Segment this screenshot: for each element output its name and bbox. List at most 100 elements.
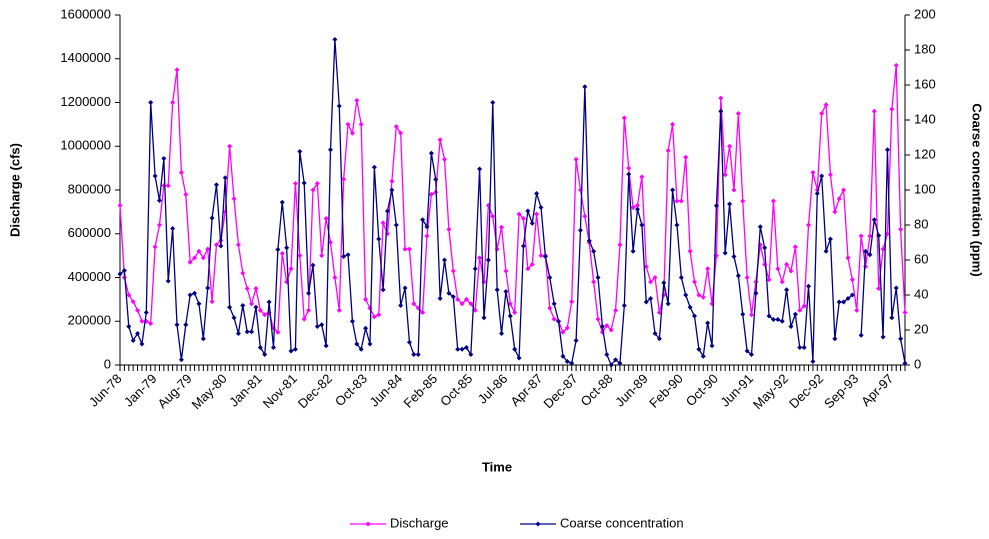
data-point <box>674 198 680 204</box>
data-point <box>477 255 483 261</box>
data-point <box>547 305 553 311</box>
data-point <box>468 301 474 307</box>
data-point <box>279 199 285 205</box>
data-point <box>639 174 645 180</box>
data-point <box>709 343 715 349</box>
data-point <box>117 202 123 208</box>
data-point <box>784 287 790 293</box>
data-point <box>402 246 408 252</box>
data-point <box>656 310 662 315</box>
data-point <box>735 110 741 116</box>
data-point <box>884 231 890 237</box>
data-point <box>775 266 781 272</box>
data-point <box>841 187 847 193</box>
data-point <box>617 242 623 248</box>
x-tick-label: Jun-89 <box>612 371 651 410</box>
data-point <box>187 292 193 298</box>
data-point <box>634 202 640 208</box>
data-point <box>678 198 684 204</box>
y-tick-label: 400000 <box>68 269 111 284</box>
data-point <box>871 108 877 114</box>
data-point <box>648 279 654 285</box>
data-point <box>507 313 513 319</box>
data-point <box>700 294 706 300</box>
x-tick-label: Jun-91 <box>717 371 756 410</box>
data-point <box>393 124 399 130</box>
data-point <box>893 62 899 68</box>
data-point <box>643 264 649 270</box>
legend-marker <box>365 521 371 527</box>
data-point <box>279 250 285 256</box>
data-point <box>823 248 829 254</box>
data-point <box>823 102 829 108</box>
data-point <box>244 285 250 291</box>
data-point <box>525 208 531 214</box>
data-point <box>306 290 312 296</box>
data-point <box>227 143 233 149</box>
data-point <box>832 336 838 342</box>
data-point <box>349 318 355 324</box>
data-point <box>178 357 184 363</box>
data-point <box>257 345 263 350</box>
data-point <box>139 341 145 347</box>
data-point <box>722 172 728 178</box>
legend-label: Discharge <box>390 515 449 530</box>
data-point <box>696 292 702 298</box>
data-point <box>665 301 671 307</box>
data-point <box>893 285 899 291</box>
data-point <box>854 307 860 313</box>
data-point <box>871 217 877 223</box>
data-point <box>363 296 369 302</box>
x-tick-label: May-92 <box>750 371 791 412</box>
data-point <box>722 250 728 256</box>
x-tick-label: Jan-79 <box>121 371 160 410</box>
data-point <box>183 322 189 328</box>
data-point <box>880 246 886 252</box>
data-point <box>411 352 417 357</box>
data-point <box>310 187 316 193</box>
x-tick-label: Dec-92 <box>786 371 826 411</box>
data-point <box>442 257 448 263</box>
data-point <box>670 187 676 193</box>
data-point <box>705 320 711 326</box>
data-point <box>380 220 386 226</box>
data-point <box>196 301 202 307</box>
data-point <box>551 301 557 307</box>
data-point <box>520 215 526 221</box>
data-point <box>827 236 833 242</box>
x-tick-label: Apr-87 <box>507 371 545 409</box>
data-point <box>376 236 382 242</box>
data-point <box>468 352 474 357</box>
x-tick-label: Dec-87 <box>540 371 580 411</box>
data-point <box>770 317 776 322</box>
data-point <box>634 206 640 212</box>
data-point <box>586 238 592 244</box>
data-point <box>727 201 733 207</box>
data-point <box>275 329 281 335</box>
data-point <box>235 331 241 336</box>
data-point <box>665 148 671 154</box>
x-tick-label: Apr-97 <box>858 371 896 409</box>
data-point <box>389 187 395 193</box>
x-axis-title: Time <box>482 459 512 474</box>
data-point <box>354 341 360 347</box>
data-point <box>512 310 518 315</box>
y2-axis-title: Coarse concentration (ppm) <box>970 103 985 276</box>
data-point <box>485 257 491 263</box>
data-point <box>534 211 540 217</box>
data-point <box>415 352 421 357</box>
data-point <box>442 156 448 162</box>
data-point <box>218 243 224 249</box>
data-point <box>836 196 842 202</box>
data-point <box>599 324 605 329</box>
data-point <box>363 325 369 331</box>
data-point <box>428 191 434 197</box>
data-point <box>336 103 342 109</box>
data-point <box>152 244 158 250</box>
data-point <box>183 191 189 197</box>
x-tick-label: Jul-86 <box>475 371 511 407</box>
data-point <box>319 322 325 328</box>
data-point <box>687 304 693 310</box>
data-point <box>437 137 443 143</box>
